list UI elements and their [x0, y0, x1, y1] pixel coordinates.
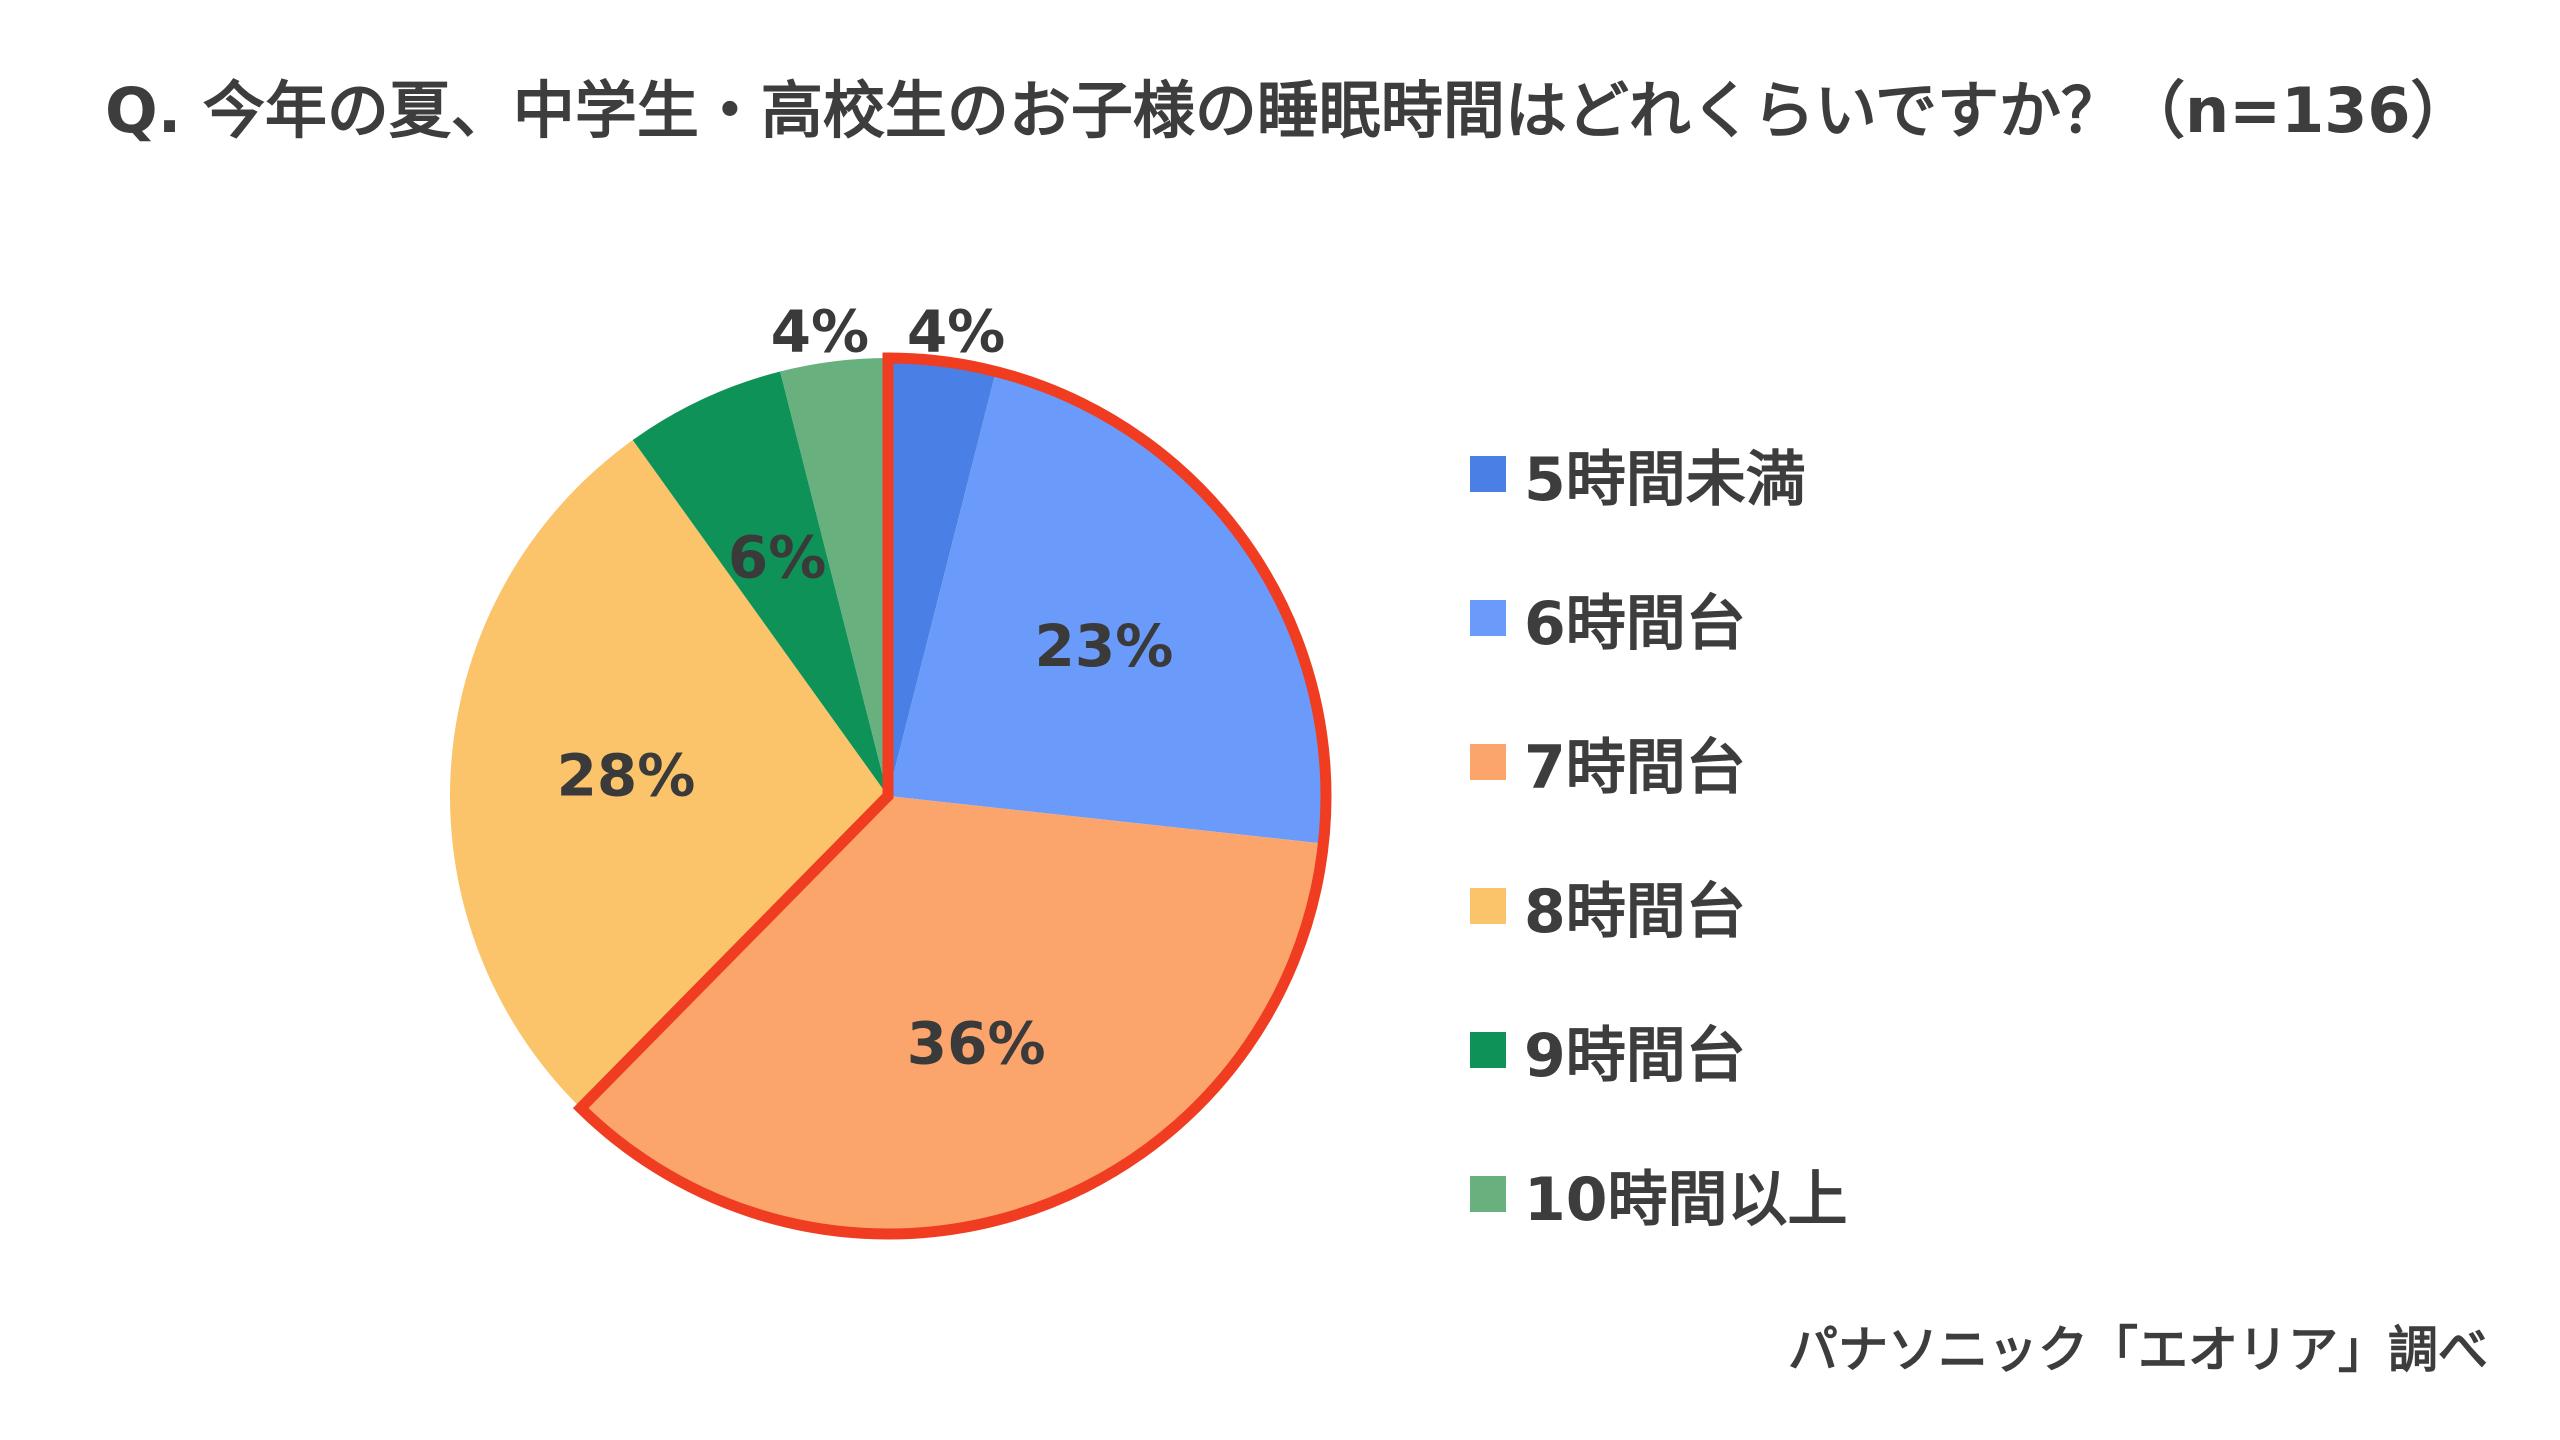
legend-item-3: 7時間台 [1470, 690, 1848, 834]
legend-swatch [1470, 1176, 1506, 1212]
highlight-outline [572, 352, 1332, 1240]
legend-swatch [1470, 600, 1506, 636]
legend-item-2: 6時間台 [1470, 546, 1848, 690]
data-label: 28% [557, 742, 696, 810]
data-label: 6% [728, 524, 826, 592]
legend-label: 10時間以上 [1524, 1164, 1848, 1235]
data-label: 23% [1035, 612, 1174, 680]
data-label: 4% [771, 298, 869, 366]
legend-swatch [1470, 744, 1506, 780]
legend-swatch [1470, 1032, 1506, 1068]
pie-slice-5 [632, 371, 888, 796]
legend-label: 9時間台 [1524, 1020, 1746, 1091]
pie-slice-2 [888, 371, 1326, 844]
pie-slice-3 [580, 796, 1324, 1234]
legend-swatch [1470, 456, 1506, 492]
legend-item-6: 10時間以上 [1470, 1122, 1848, 1266]
legend-label: 5時間未満 [1524, 444, 1806, 515]
pie-slice-4 [449, 440, 888, 1109]
chart-title: Q. 今年の夏、中学生・高校生のお子様の睡眠時間はどれくらいですか？（n=136… [105, 74, 2473, 147]
source-note: パナソニック「エオリア」調べ [1788, 1321, 2488, 1379]
legend-swatch [1470, 888, 1506, 924]
pie-slice-1 [888, 358, 996, 796]
legend-item-4: 8時間台 [1470, 834, 1848, 978]
data-label: 36% [907, 1010, 1046, 1078]
legend-item-5: 9時間台 [1470, 978, 1848, 1122]
legend-item-1: 5時間未満 [1470, 402, 1848, 546]
pie-slice-6 [780, 358, 888, 796]
legend-label: 6時間台 [1524, 588, 1746, 659]
legend-label: 8時間台 [1524, 876, 1746, 947]
legend-label: 7時間台 [1524, 732, 1746, 803]
data-label: 4% [907, 298, 1005, 366]
legend: 5時間未満 6時間台 7時間台 8時間台 9時間台 10時間以上 [1470, 402, 1848, 1266]
